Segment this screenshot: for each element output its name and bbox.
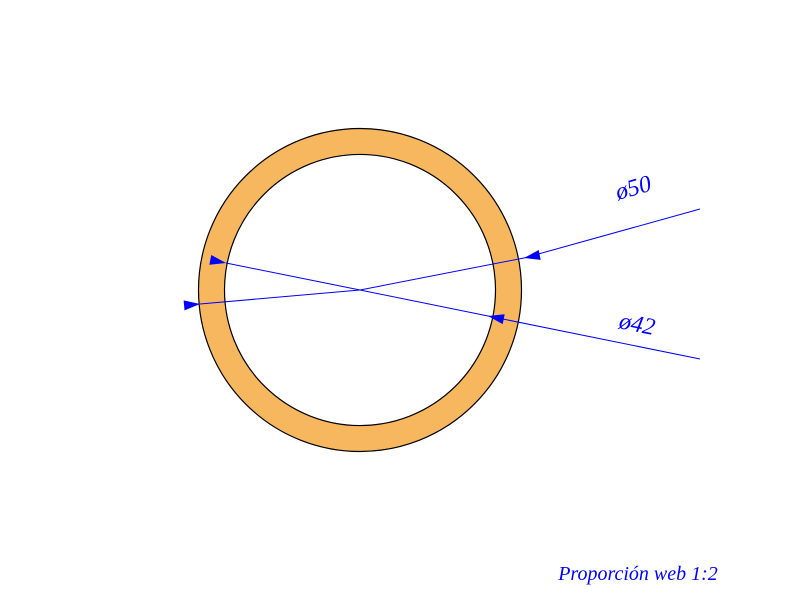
dim-inner-arrow-left: [226, 263, 360, 290]
footer-text: Proporción web 1:2: [557, 563, 718, 585]
dim-inner-leader: [488, 316, 700, 359]
dim-inner-arrow-right: [360, 290, 488, 316]
dim-inner-label: ø42: [616, 308, 657, 341]
dim-outer-leader: [524, 209, 700, 258]
dim-outer-label: ø50: [612, 171, 655, 206]
